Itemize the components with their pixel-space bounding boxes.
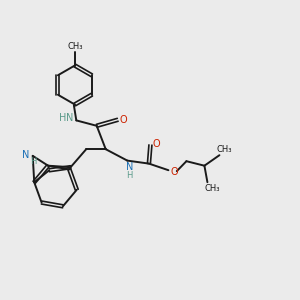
Text: H: H — [30, 157, 37, 166]
Text: N: N — [126, 162, 134, 172]
Text: O: O — [120, 115, 127, 125]
Text: CH₃: CH₃ — [204, 184, 220, 193]
Text: CH₃: CH₃ — [67, 41, 83, 50]
Text: CH₃: CH₃ — [216, 145, 232, 154]
Text: N: N — [22, 150, 30, 160]
Text: O: O — [153, 139, 160, 148]
Text: O: O — [171, 167, 178, 177]
Text: H: H — [59, 113, 67, 123]
Text: H: H — [127, 170, 133, 179]
Text: N: N — [66, 113, 74, 123]
